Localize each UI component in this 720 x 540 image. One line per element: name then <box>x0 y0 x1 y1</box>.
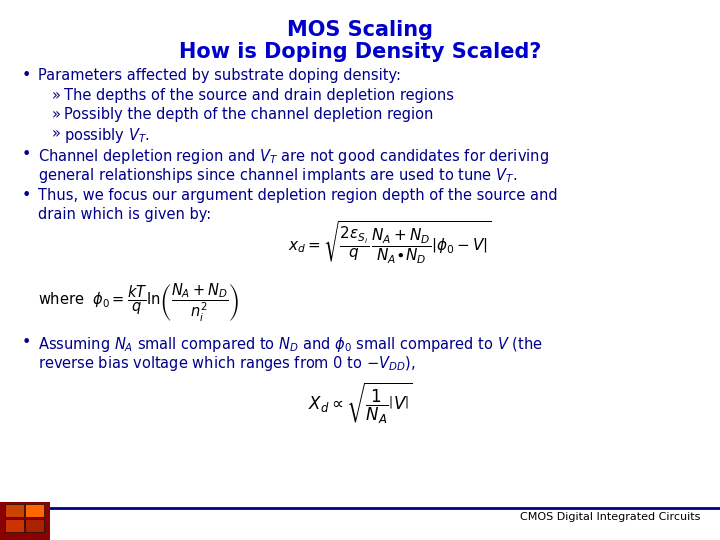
Text: •: • <box>22 335 32 350</box>
Text: •: • <box>22 188 32 203</box>
Bar <box>25 519 45 532</box>
Text: 5: 5 <box>38 512 46 525</box>
Text: Parameters affected by substrate doping density:: Parameters affected by substrate doping … <box>38 68 401 83</box>
Text: MOS Scaling: MOS Scaling <box>287 20 433 40</box>
Text: Assuming $\mathit{N_A}$ small compared to $\mathit{N_D}$ and $\mathit{\phi_0}$ s: Assuming $\mathit{N_A}$ small compared t… <box>38 335 543 354</box>
Bar <box>5 504 24 517</box>
Text: »: » <box>52 126 61 141</box>
Text: •: • <box>22 147 32 162</box>
Text: The depths of the source and drain depletion regions: The depths of the source and drain deple… <box>64 88 454 103</box>
Text: drain which is given by:: drain which is given by: <box>38 207 211 222</box>
Text: $x_d = \sqrt{\dfrac{2\varepsilon_{S_i}}{q}\, \dfrac{N_A+N_D}{N_A{\bullet}N_D}\le: $x_d = \sqrt{\dfrac{2\varepsilon_{S_i}}{… <box>288 220 492 266</box>
Text: possibly $\mathit{V_T}$.: possibly $\mathit{V_T}$. <box>64 126 150 145</box>
Text: where  $\phi_0 = \dfrac{kT}{q}\ln\!\left(\dfrac{N_A+N_D}{n_i^2}\right)$: where $\phi_0 = \dfrac{kT}{q}\ln\!\left(… <box>38 282 239 325</box>
Text: Possibly the depth of the channel depletion region: Possibly the depth of the channel deplet… <box>64 107 433 122</box>
Text: general relationships since channel implants are used to tune $V_T$.: general relationships since channel impl… <box>38 166 518 185</box>
Text: »: » <box>52 107 61 122</box>
Text: •: • <box>22 68 32 83</box>
Text: Thus, we focus our argument depletion region depth of the source and: Thus, we focus our argument depletion re… <box>38 188 557 203</box>
Text: $X_d \propto \sqrt{\dfrac{1}{N_A}\left|V\right|}$: $X_d \propto \sqrt{\dfrac{1}{N_A}\left|V… <box>307 380 413 426</box>
Bar <box>25 504 45 517</box>
Text: How is Doping Density Scaled?: How is Doping Density Scaled? <box>179 42 541 62</box>
Text: »: » <box>52 88 61 103</box>
Text: reverse bias voltage which ranges from 0 to $-V_{DD}$),: reverse bias voltage which ranges from 0… <box>38 354 415 373</box>
Bar <box>5 519 24 532</box>
Text: Channel depletion region and $V_T$ are not good candidates for deriving: Channel depletion region and $V_T$ are n… <box>38 147 549 166</box>
Text: CMOS Digital Integrated Circuits: CMOS Digital Integrated Circuits <box>520 512 700 522</box>
